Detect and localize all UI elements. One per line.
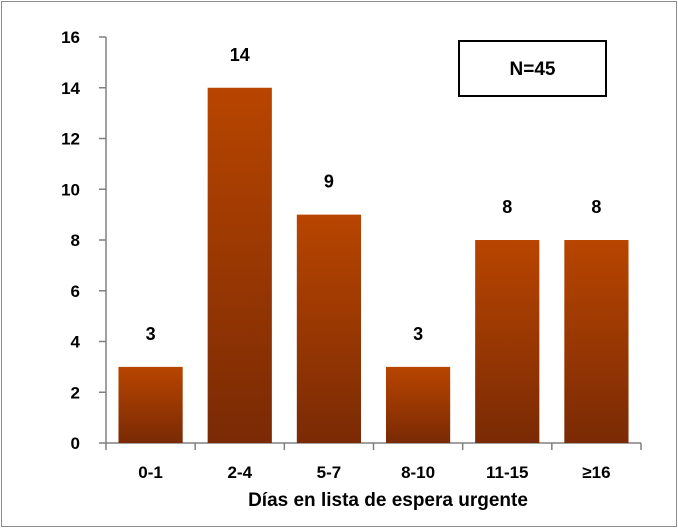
- bar: [118, 366, 183, 443]
- x-axis: 0-1 2-4 5-7 8-10 11-15 ≥16: [105, 442, 642, 482]
- bar: [385, 366, 451, 443]
- x-tick-label: 5-7: [317, 463, 342, 482]
- y-tick-label: 12: [61, 130, 80, 149]
- bar: [296, 214, 362, 443]
- bar-value-label: 3: [146, 324, 156, 344]
- y-tick-label: 10: [61, 180, 80, 199]
- y-tick-label: 0: [71, 434, 80, 453]
- y-tick-label: 8: [71, 231, 80, 250]
- bar-value-label: 9: [324, 172, 334, 192]
- data-labels: 3 14 9 3 8 8: [146, 45, 602, 344]
- bar-value-label: 14: [230, 45, 250, 65]
- x-tick-label: ≥16: [582, 463, 610, 482]
- bar: [207, 87, 272, 443]
- y-tick-label: 14: [61, 79, 80, 98]
- y-tick-label: 6: [71, 282, 80, 301]
- bar: [475, 240, 540, 443]
- y-axis: 0 2 4 6 8 10 12 14 16: [61, 28, 107, 453]
- x-axis-title: Días en lista de espera urgente: [248, 490, 528, 511]
- annotation-text: N=45: [510, 59, 556, 80]
- bar-value-label: 3: [413, 324, 423, 344]
- annotation-box: N=45: [458, 40, 607, 97]
- annotation-border: [458, 40, 607, 97]
- x-tick-label: 0-1: [138, 463, 163, 482]
- x-tick-label: 8-10: [401, 463, 435, 482]
- x-tick-label: 2-4: [227, 463, 252, 482]
- bar: [564, 240, 629, 443]
- bars: [118, 87, 629, 443]
- y-tick-label: 4: [71, 333, 81, 352]
- x-tick-label: 11-15: [486, 463, 529, 482]
- bar-value-label: 8: [502, 197, 512, 217]
- y-tick-label: 16: [61, 28, 80, 47]
- bar-value-label: 8: [591, 197, 601, 217]
- y-tick-label: 2: [71, 383, 80, 402]
